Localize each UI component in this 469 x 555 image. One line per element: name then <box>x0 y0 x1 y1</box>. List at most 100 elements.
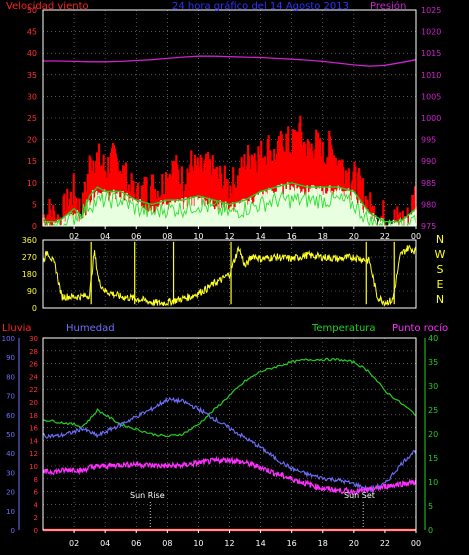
x-tick-label: 22 <box>380 232 390 241</box>
x-tick-label: 20 <box>349 539 359 548</box>
wind-direction-line <box>42 244 417 307</box>
direction-y-tick-label: 360 <box>22 236 37 245</box>
dewpoint-y-tick-label: 10 <box>29 463 38 471</box>
humidity-y-tick-label: 70 <box>6 393 15 401</box>
pressure-y-tick-label: 1015 <box>421 49 441 58</box>
humidity-y-tick-label: 50 <box>6 431 15 439</box>
x-tick-label: 14 <box>255 539 265 548</box>
wind-speed-line <box>42 190 417 228</box>
x-tick-label: 08 <box>162 232 172 241</box>
temperature-y-tick-label: 25 <box>428 406 438 415</box>
temperature-y-tick-label: 5 <box>428 502 433 511</box>
wind-chart-title: 24 hora gráfico del 14 Agosto 2013 <box>172 0 349 12</box>
humidity-y-tick-label: 20 <box>6 489 15 497</box>
wind-y-tick-label: 30 <box>27 92 37 101</box>
dewpoint-y-tick-label: 12 <box>29 450 38 458</box>
x-tick-label: 10 <box>193 232 203 241</box>
wind-y-tick-label: 25 <box>27 114 37 123</box>
x-tick-label: 04 <box>100 232 110 241</box>
humidity-y-tick-label: 60 <box>6 412 15 420</box>
wind-y-tick-label: 40 <box>27 49 37 58</box>
humidity-y-tick-label: 30 <box>6 469 15 477</box>
wind-axis-title: Velocidad viento <box>6 1 89 12</box>
direction-panel-frame <box>42 239 417 309</box>
x-tick-label: 16 <box>287 539 297 548</box>
temperature-line <box>42 357 417 438</box>
humidity-y-tick-label: 40 <box>6 450 15 458</box>
wind-y-tick-label: 45 <box>27 28 37 37</box>
dewpoint-y-tick-label: 28 <box>29 348 38 356</box>
pressure-y-tick-label: 1020 <box>421 28 441 37</box>
pressure-y-tick-label: 980 <box>421 200 436 209</box>
humidity-y-tick-label: 0 <box>11 527 15 535</box>
pressure-y-tick-label: 985 <box>421 179 436 188</box>
temperature-y-tick-label: 15 <box>428 454 438 463</box>
pressure-axis-title: Presión <box>370 0 406 12</box>
temperature-y-tick-label: 0 <box>428 526 433 535</box>
legend-humidity: Humedad <box>66 323 115 334</box>
temperature-y-tick-label: 30 <box>428 382 438 391</box>
temperature-y-tick-label: 20 <box>428 430 438 439</box>
chart-series <box>41 55 418 532</box>
legend-rain: Lluvia <box>2 323 32 334</box>
grid-lines <box>43 9 416 531</box>
legend-temperature: Temperatura <box>311 323 376 334</box>
x-tick-label: 14 <box>255 232 265 241</box>
compass-label: S <box>437 263 444 276</box>
humidity-y-tick-label: 80 <box>6 373 15 381</box>
compass-label: W <box>435 248 446 261</box>
wind-y-tick-label: 35 <box>27 71 37 80</box>
compass-label: E <box>437 278 444 291</box>
pressure-y-tick-label: 1025 <box>421 6 441 15</box>
x-tick-label: 16 <box>287 232 297 241</box>
legend-dewpoint: Punto rocío <box>392 322 448 334</box>
pressure-y-tick-label: 975 <box>421 222 436 231</box>
dewpoint-line <box>42 455 417 496</box>
x-tick-label: 12 <box>224 232 234 241</box>
sunrise-label: Sun Rise <box>130 491 165 500</box>
panel-frames <box>18 9 426 533</box>
dewpoint-y-tick-label: 20 <box>29 399 38 407</box>
dewpoint-y-tick-label: 0 <box>34 527 38 535</box>
x-tick-label: 02 <box>69 232 79 241</box>
x-tick-label: 10 <box>193 539 203 548</box>
x-tick-label: 00 <box>411 232 421 241</box>
avg-wind-line <box>43 182 417 223</box>
x-tick-label: 00 <box>411 539 421 548</box>
compass-label: N <box>436 293 444 306</box>
direction-y-tick-label: 90 <box>27 287 37 296</box>
dewpoint-y-tick-label: 22 <box>29 386 38 394</box>
dewpoint-y-tick-label: 18 <box>29 412 38 420</box>
x-tick-label: 02 <box>69 539 79 548</box>
wind-y-tick-label: 15 <box>27 157 37 166</box>
x-tick-label: 20 <box>349 232 359 241</box>
x-tick-label: 22 <box>380 539 390 548</box>
wind-y-tick-label: 10 <box>27 179 37 188</box>
humidity-y-tick-label: 90 <box>6 354 15 362</box>
temperature-y-tick-label: 35 <box>428 358 438 367</box>
wind-y-tick-label: 20 <box>27 136 37 145</box>
compass-label: N <box>436 233 444 246</box>
pressure-y-tick-label: 1000 <box>421 114 441 123</box>
pressure-y-tick-label: 990 <box>421 157 436 166</box>
pressure-y-tick-label: 1010 <box>421 71 441 80</box>
temperature-y-tick-label: 10 <box>428 478 438 487</box>
temperature-y-tick-label: 40 <box>428 334 438 343</box>
pressure-y-tick-label: 1005 <box>421 92 441 101</box>
tick-labels: 0510152025303540455097598098599099510001… <box>2 6 446 548</box>
x-tick-label: 18 <box>318 232 328 241</box>
humidity-y-tick-label: 10 <box>6 508 15 516</box>
direction-y-tick-label: 180 <box>22 270 37 279</box>
dewpoint-y-tick-label: 8 <box>34 476 38 484</box>
x-tick-label: 08 <box>162 539 172 548</box>
dewpoint-y-tick-label: 26 <box>29 361 38 369</box>
x-tick-label: 04 <box>100 539 110 548</box>
dewpoint-y-tick-label: 16 <box>29 425 38 433</box>
x-tick-label: 06 <box>131 539 141 548</box>
x-tick-label: 12 <box>224 539 234 548</box>
x-tick-label: 06 <box>131 232 141 241</box>
dewpoint-y-tick-label: 2 <box>34 514 38 522</box>
dewpoint-y-tick-label: 14 <box>29 437 38 445</box>
humidity-line <box>42 396 417 493</box>
